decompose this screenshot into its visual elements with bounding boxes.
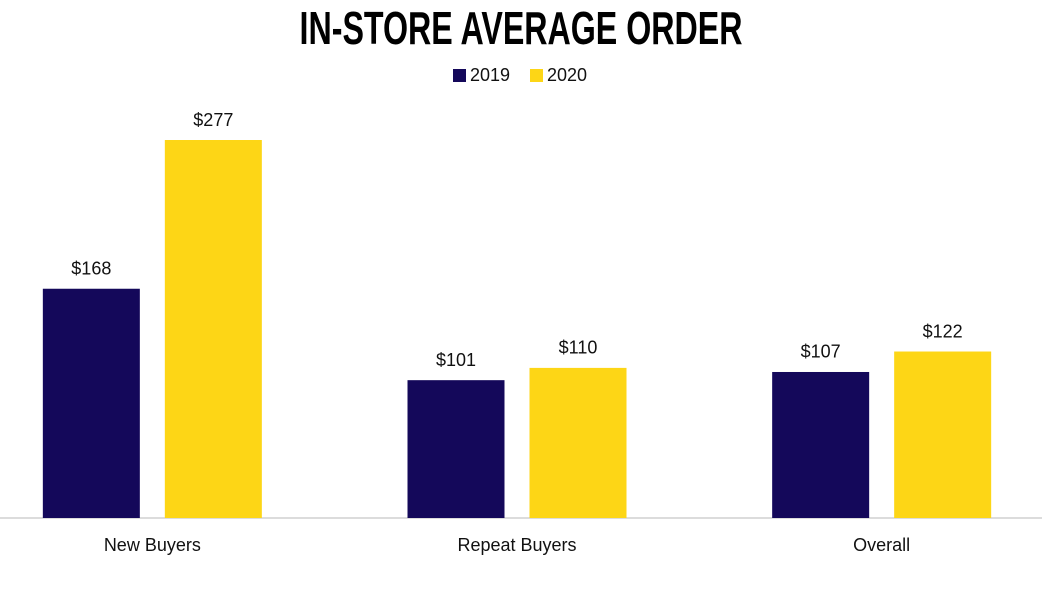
value-label: $107	[801, 342, 841, 362]
chart-title: IN-STORE AVERAGE ORDER	[300, 4, 743, 55]
bar	[529, 367, 627, 518]
bar	[42, 288, 140, 518]
value-label: $110	[559, 338, 598, 358]
value-label: $122	[923, 321, 963, 341]
legend-label: 2019	[470, 65, 510, 85]
bar	[407, 380, 505, 518]
x-tick-label: Repeat Buyers	[457, 535, 576, 555]
bar	[164, 140, 262, 518]
legend-swatch	[530, 69, 543, 82]
value-label: $168	[71, 258, 111, 278]
bar	[772, 371, 870, 518]
title-group: IN-STORE AVERAGE ORDER	[300, 4, 743, 55]
bar	[894, 351, 992, 518]
x-tick-label: New Buyers	[104, 535, 201, 555]
value-label: $277	[193, 110, 233, 130]
value-label: $101	[436, 350, 476, 370]
legend-label: 2020	[547, 65, 587, 85]
x-tick-label: Overall	[853, 535, 910, 555]
legend-swatch	[453, 69, 466, 82]
